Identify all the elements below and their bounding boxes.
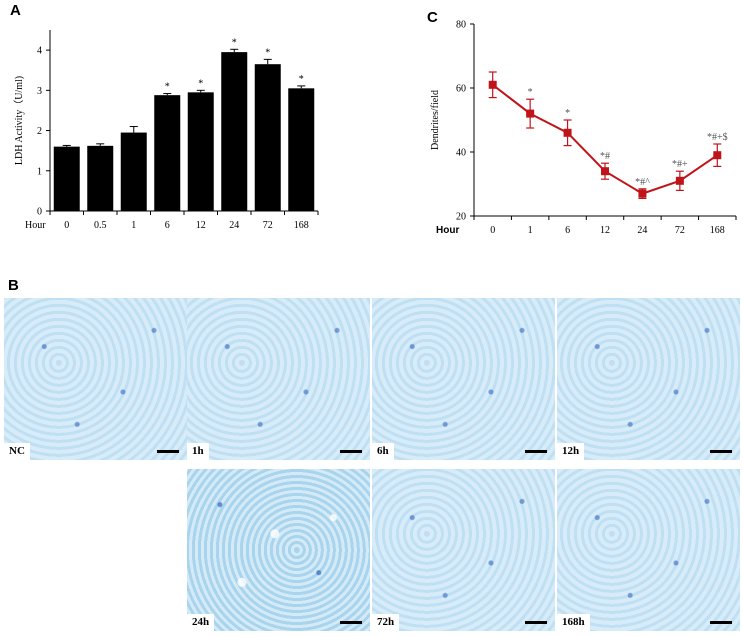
line-chart-marks bbox=[488, 71, 722, 199]
significance-marker: * bbox=[299, 74, 304, 85]
y-tick-label: 0 bbox=[37, 207, 42, 218]
micrograph-label-72h: 72h bbox=[372, 614, 400, 631]
bar bbox=[288, 88, 315, 211]
significance-marker: *#^ bbox=[635, 177, 650, 188]
bar-chart-bars bbox=[53, 48, 315, 211]
micrograph-label-24h: 24h bbox=[187, 614, 215, 631]
micrograph-label-6h: 6h bbox=[372, 443, 394, 460]
significance-marker: * bbox=[232, 37, 237, 48]
bar bbox=[87, 145, 114, 211]
data-point bbox=[713, 151, 722, 160]
scale-bar bbox=[525, 621, 547, 624]
significance-marker: * bbox=[165, 82, 170, 93]
significance-marker: *#+ bbox=[672, 159, 688, 170]
micrograph-label-nc: NC bbox=[4, 443, 30, 460]
significance-marker: * bbox=[198, 78, 203, 89]
micrograph-12h: 12h bbox=[557, 298, 740, 460]
x-axis-label: Hour bbox=[436, 225, 459, 236]
x-tick-label: 72 bbox=[263, 220, 273, 231]
bar bbox=[254, 64, 281, 211]
micrograph-168h: 168h bbox=[557, 469, 740, 631]
line-chart-axes bbox=[470, 23, 737, 220]
bar bbox=[53, 146, 80, 211]
panel-letter-c: C bbox=[427, 9, 438, 26]
bar bbox=[154, 95, 181, 211]
significance-marker: * bbox=[528, 87, 533, 98]
x-tick-label: 168 bbox=[710, 225, 725, 236]
micrograph-1h: 1h bbox=[187, 298, 370, 460]
micrograph-label-12h: 12h bbox=[557, 443, 585, 460]
micrograph-label-1h: 1h bbox=[187, 443, 209, 460]
scale-bar bbox=[340, 621, 362, 624]
significance-marker: * bbox=[265, 47, 270, 58]
micrograph-nc: NC bbox=[4, 298, 187, 460]
panel-letter-a: A bbox=[10, 2, 21, 19]
y-axis-label: LDH Activity（U/ml) bbox=[13, 76, 25, 165]
x-tick-label: 6 bbox=[165, 220, 170, 231]
y-tick-label: 80 bbox=[456, 20, 466, 31]
data-point bbox=[526, 109, 535, 118]
x-tick-label: 0.5 bbox=[94, 220, 107, 231]
bar bbox=[120, 132, 147, 211]
y-tick-label: 3 bbox=[37, 86, 42, 97]
y-tick-label: 40 bbox=[456, 148, 466, 159]
micrograph-label-168h: 168h bbox=[557, 614, 590, 631]
micrograph-72h: 72h bbox=[372, 469, 555, 631]
data-point bbox=[563, 128, 572, 137]
bar bbox=[221, 52, 248, 211]
micrograph-6h: 6h bbox=[372, 298, 555, 460]
y-axis-label: Dendrites/field bbox=[430, 90, 441, 150]
y-tick-label: 60 bbox=[456, 84, 466, 95]
y-tick-label: 2 bbox=[37, 126, 42, 137]
x-tick-label: 0 bbox=[64, 220, 69, 231]
y-tick-label: 4 bbox=[37, 46, 42, 57]
x-tick-label: 24 bbox=[229, 220, 239, 231]
micrograph-24h: 24h bbox=[187, 469, 370, 631]
data-point bbox=[601, 167, 609, 176]
scale-bar bbox=[157, 450, 179, 453]
significance-marker: * bbox=[565, 108, 570, 119]
x-tick-label: 0 bbox=[490, 225, 495, 236]
significance-marker: *# bbox=[600, 151, 610, 162]
scale-bar bbox=[340, 450, 362, 453]
data-point bbox=[638, 189, 647, 198]
x-tick-label: 1 bbox=[131, 220, 136, 231]
x-axis-label: Hour bbox=[25, 220, 46, 231]
x-tick-label: 72 bbox=[675, 225, 685, 236]
dendrites-line-chart: 20 40 60 80 Dendrites/field Hour 0 1 * 6 * 12 *# 24 *#… bbox=[430, 20, 737, 237]
y-tick-label: 20 bbox=[456, 212, 466, 223]
y-tick-label: 1 bbox=[37, 166, 42, 177]
significance-marker: *#+$ bbox=[707, 132, 728, 143]
x-tick-label: 24 bbox=[637, 225, 647, 236]
data-point bbox=[675, 176, 684, 185]
data-point bbox=[488, 80, 497, 89]
panel-letter-b: B bbox=[8, 277, 19, 294]
x-tick-label: 12 bbox=[600, 225, 610, 236]
scale-bar bbox=[710, 621, 732, 624]
line-chart-labels: 20 40 60 80 Dendrites/field Hour 0 1 * 6 * 12 *# 24 *#… bbox=[430, 20, 728, 237]
scale-bar bbox=[525, 450, 547, 453]
x-tick-label: 168 bbox=[294, 220, 309, 231]
x-tick-label: 1 bbox=[528, 225, 533, 236]
scale-bar bbox=[710, 450, 732, 453]
x-tick-label: 12 bbox=[196, 220, 206, 231]
x-tick-label: 6 bbox=[565, 225, 570, 236]
bar bbox=[187, 92, 214, 211]
